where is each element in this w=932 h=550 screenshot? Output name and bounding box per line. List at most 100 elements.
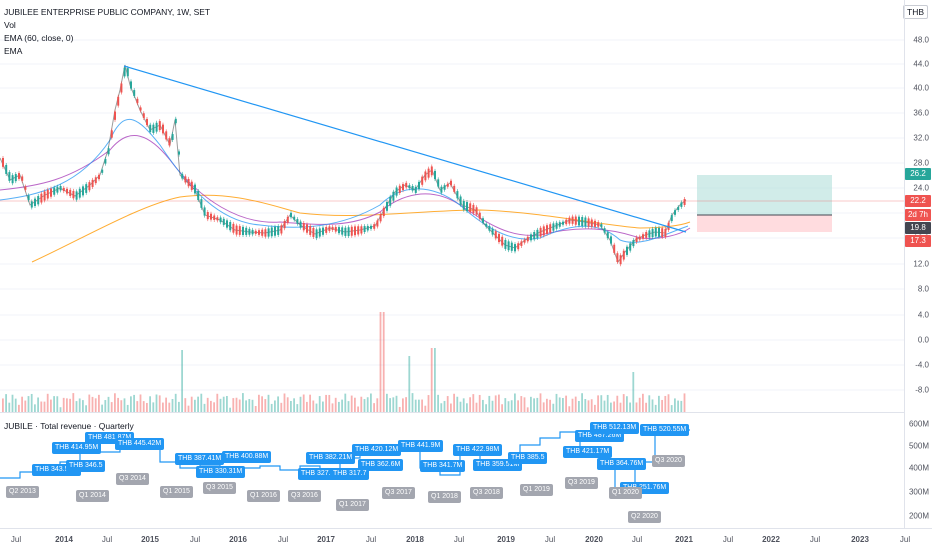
volume-bar <box>171 399 174 412</box>
revenue-value-label[interactable]: THB 421.17M <box>563 446 613 458</box>
candle-body <box>88 182 91 191</box>
revenue-value-label[interactable]: THB 387.41M <box>175 453 225 465</box>
chart-canvas[interactable] <box>0 0 904 528</box>
revenue-quarter-label[interactable]: Q3 2019 <box>565 477 598 489</box>
candle-body <box>501 236 504 246</box>
revenue-quarter-label[interactable]: Q1 2019 <box>520 484 553 496</box>
revenue-quarter-label[interactable]: Q3 2017 <box>382 487 415 499</box>
revenue-value-label[interactable]: THB 364.76M <box>597 458 647 470</box>
volume-bar <box>200 393 203 412</box>
candle-body <box>494 231 497 239</box>
revenue-value-label[interactable]: THB 414.95M <box>52 442 102 454</box>
legend-ema[interactable]: EMA <box>4 46 23 56</box>
revenue-quarter-label[interactable]: Q1 2018 <box>428 491 461 503</box>
candle-body <box>664 228 667 238</box>
revenue-quarter-label[interactable]: Q2 2020 <box>628 511 661 523</box>
volume-bar <box>56 396 59 412</box>
volume-bar <box>261 396 263 412</box>
volume-bar <box>136 401 139 412</box>
revenue-value-label[interactable]: THB 422.98M <box>453 444 503 456</box>
revenue-value-label[interactable]: THB 420.12M <box>352 444 402 456</box>
revenue-value-label[interactable]: THB 400.88M <box>222 451 272 463</box>
loss-zone[interactable] <box>697 215 832 232</box>
chart-legend: JUBILEE ENTERPRISE PUBLIC COMPANY, 1W, S… <box>4 6 210 58</box>
revenue-quarter-label[interactable]: Q3 2016 <box>288 490 321 502</box>
candle-body <box>85 184 88 193</box>
revenue-value-label[interactable]: THB 441.9M <box>398 440 444 452</box>
revenue-quarter-label[interactable]: Q1 2016 <box>247 490 280 502</box>
price-tag: 17.3 <box>905 235 931 247</box>
revenue-quarter-label[interactable]: Q3 2014 <box>116 473 149 485</box>
candle-body <box>43 191 46 201</box>
revenue-value-label[interactable]: THB 382.21M <box>306 452 356 464</box>
volume-bar <box>101 404 103 412</box>
candle-body <box>136 98 139 104</box>
volume-bar <box>549 399 551 412</box>
revenue-quarter-label[interactable]: Q3 2015 <box>203 482 236 494</box>
revenue-value-label[interactable]: THB 341.7M <box>420 460 466 472</box>
revenue-value-label[interactable]: THB 520.55M <box>640 424 690 436</box>
time-axis-label: 2017 <box>317 535 335 544</box>
volume-bar <box>597 395 599 412</box>
revenue-quarter-label[interactable]: Q3 2020 <box>652 455 685 467</box>
candle-body <box>520 241 523 246</box>
candle-body <box>648 230 651 238</box>
pane-separator[interactable] <box>0 412 904 413</box>
legend-vol[interactable]: Vol <box>4 20 16 30</box>
candle-body <box>107 148 110 155</box>
volume-bar <box>88 394 91 412</box>
trend-line[interactable] <box>123 65 687 233</box>
revenue-quarter-label[interactable]: Q3 2018 <box>470 487 503 499</box>
candle-body <box>382 207 385 217</box>
revenue-quarter-label[interactable]: Q1 2020 <box>609 487 642 499</box>
candle-body <box>357 226 360 235</box>
volume-bar <box>651 399 654 412</box>
profit-zone[interactable] <box>697 175 832 215</box>
candle-body <box>194 184 196 194</box>
candle-body <box>302 223 305 231</box>
revenue-value-label[interactable]: THB 512.13M <box>590 422 640 434</box>
volume-bar <box>290 400 292 412</box>
volume-bar <box>405 397 407 412</box>
candle-body <box>539 227 542 237</box>
revenue-value-label[interactable]: THB 445.42M <box>115 438 165 450</box>
volume-bar <box>94 398 97 412</box>
volume-bar <box>293 398 295 412</box>
candle-body <box>296 219 299 224</box>
candle-body <box>427 168 430 178</box>
candle-body <box>75 191 78 200</box>
candle-body <box>274 226 276 236</box>
price-axis-label: 0.0 <box>917 335 929 345</box>
revenue-value-label[interactable]: THB 317.7 <box>330 468 370 480</box>
volume-bar <box>315 403 318 412</box>
volume-bar <box>37 397 39 412</box>
revenue-value-label[interactable]: THB 346.5 <box>66 460 106 472</box>
candle-body <box>510 242 513 251</box>
candle-body <box>226 220 228 228</box>
volume-bar <box>245 400 247 412</box>
revenue-quarter-label[interactable]: Q1 2017 <box>336 499 369 511</box>
time-axis[interactable]: Jul 2014 Jul 2015 Jul 2016 Jul 2017 Jul 2018 Jul 20… <box>0 528 932 550</box>
revenue-pane-title[interactable]: JUBILE · Total revenue · Quarterly <box>4 421 134 431</box>
candle-body <box>344 227 347 236</box>
revenue-value-label[interactable]: THB 385.5 <box>508 452 548 464</box>
candle-body <box>670 215 673 222</box>
candle-body <box>8 172 11 181</box>
price-axis[interactable]: 48.044.040.036.032.028.024.020.016.012.0… <box>904 0 932 528</box>
candle-body <box>395 187 398 196</box>
revenue-quarter-label[interactable]: Q2 2013 <box>6 486 39 498</box>
revenue-value-label[interactable]: THB 362.6M <box>358 459 404 471</box>
candle-body <box>453 185 456 192</box>
ema-200-line <box>31 194 691 263</box>
volume-bar <box>453 393 455 412</box>
revenue-quarter-label[interactable]: Q1 2014 <box>76 490 109 502</box>
candlestick-series <box>2 65 686 267</box>
currency-button[interactable]: THB <box>903 5 928 19</box>
legend-ema60[interactable]: EMA (60, close, 0) <box>4 33 74 43</box>
volume-bar <box>309 394 311 412</box>
legend-title[interactable]: JUBILEE ENTERPRISE PUBLIC COMPANY, 1W, S… <box>4 7 211 17</box>
revenue-quarter-label[interactable]: Q1 2015 <box>160 486 193 498</box>
candle-body <box>251 229 254 235</box>
candle-body <box>642 234 644 239</box>
revenue-value-label[interactable]: THB 330.31M <box>196 466 246 478</box>
